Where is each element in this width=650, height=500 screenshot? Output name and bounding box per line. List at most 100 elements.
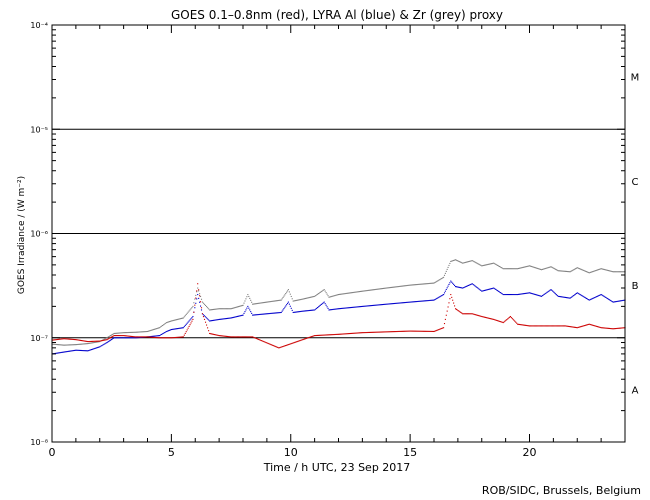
data-point [378,288,380,290]
data-point [429,299,431,301]
data-point [82,343,84,345]
data-point [140,336,142,338]
data-point [448,302,450,304]
data-point [502,268,504,270]
data-point [506,268,508,270]
data-point [479,289,481,291]
data-point [279,312,281,314]
data-point [89,349,91,351]
data-point [396,302,398,304]
data-point [421,283,423,285]
data-point [198,297,200,299]
data-point [57,344,59,346]
data-point [162,333,164,335]
data-point [122,337,124,339]
data-point [517,323,520,325]
data-point [434,298,436,301]
data-point [560,325,562,327]
data-point [218,318,220,320]
data-point [607,269,609,271]
data-point [268,343,270,345]
data-point [61,344,63,346]
data-point [365,331,367,334]
data-point [391,303,393,305]
data-point [268,313,270,315]
data-point [313,309,315,311]
data-point [118,337,120,339]
data-point [434,330,436,332]
data-point [591,298,593,300]
data-point [73,344,75,346]
data-point [582,295,584,297]
data-point [369,289,371,291]
data-point [621,327,623,329]
data-point [493,262,495,264]
data-point [464,262,466,264]
data-point [559,296,561,298]
data-point [305,297,307,299]
data-point [326,306,328,308]
data-point [453,283,455,285]
data-point [290,307,292,309]
data-point [372,304,374,306]
data-point [74,339,76,341]
data-point [604,269,606,271]
data-point [494,288,496,290]
data-point [260,302,262,304]
data-point [459,311,461,313]
data-point [620,300,622,302]
data-point [368,331,370,333]
data-point [93,348,95,350]
data-point [507,268,509,270]
data-point [295,341,297,343]
data-point [59,338,61,340]
data-point [375,304,377,306]
data-point [576,327,578,329]
data-point [78,339,80,341]
data-point [591,271,593,273]
data-point [571,326,573,328]
data-point [321,303,323,305]
data-point [228,308,230,310]
data-point [103,343,105,345]
data-point [156,328,158,330]
data-point [176,328,178,330]
data-point [551,325,553,327]
data-point [142,336,144,338]
data-point [405,301,407,303]
data-point [450,280,452,282]
data-point [615,327,617,330]
data-point [219,318,221,320]
data-point [72,350,74,352]
data-point [90,349,92,351]
data-point [599,268,601,270]
data-point [293,300,295,302]
data-point [93,340,95,342]
data-point [254,303,257,305]
data-point [484,264,486,266]
x-tick-label: 0 [49,446,56,459]
data-point [408,284,410,286]
data-point [79,343,82,345]
data-point [333,295,335,297]
data-point [260,340,262,342]
data-point [254,337,257,339]
data-point [500,267,502,269]
data-point [311,309,313,311]
data-point [350,292,352,294]
data-point [236,316,238,318]
data-point [124,337,126,339]
data-point [616,300,618,303]
data-point [264,313,266,315]
data-point [546,325,548,327]
data-point [292,300,294,302]
data-point [360,305,363,308]
data-point [72,344,74,346]
data-point [350,306,352,309]
data-point [445,288,447,291]
data-point [237,306,240,308]
data-point [107,338,109,340]
data-point [271,344,273,346]
flare-class-lines [52,128,625,339]
data-point [336,294,338,296]
